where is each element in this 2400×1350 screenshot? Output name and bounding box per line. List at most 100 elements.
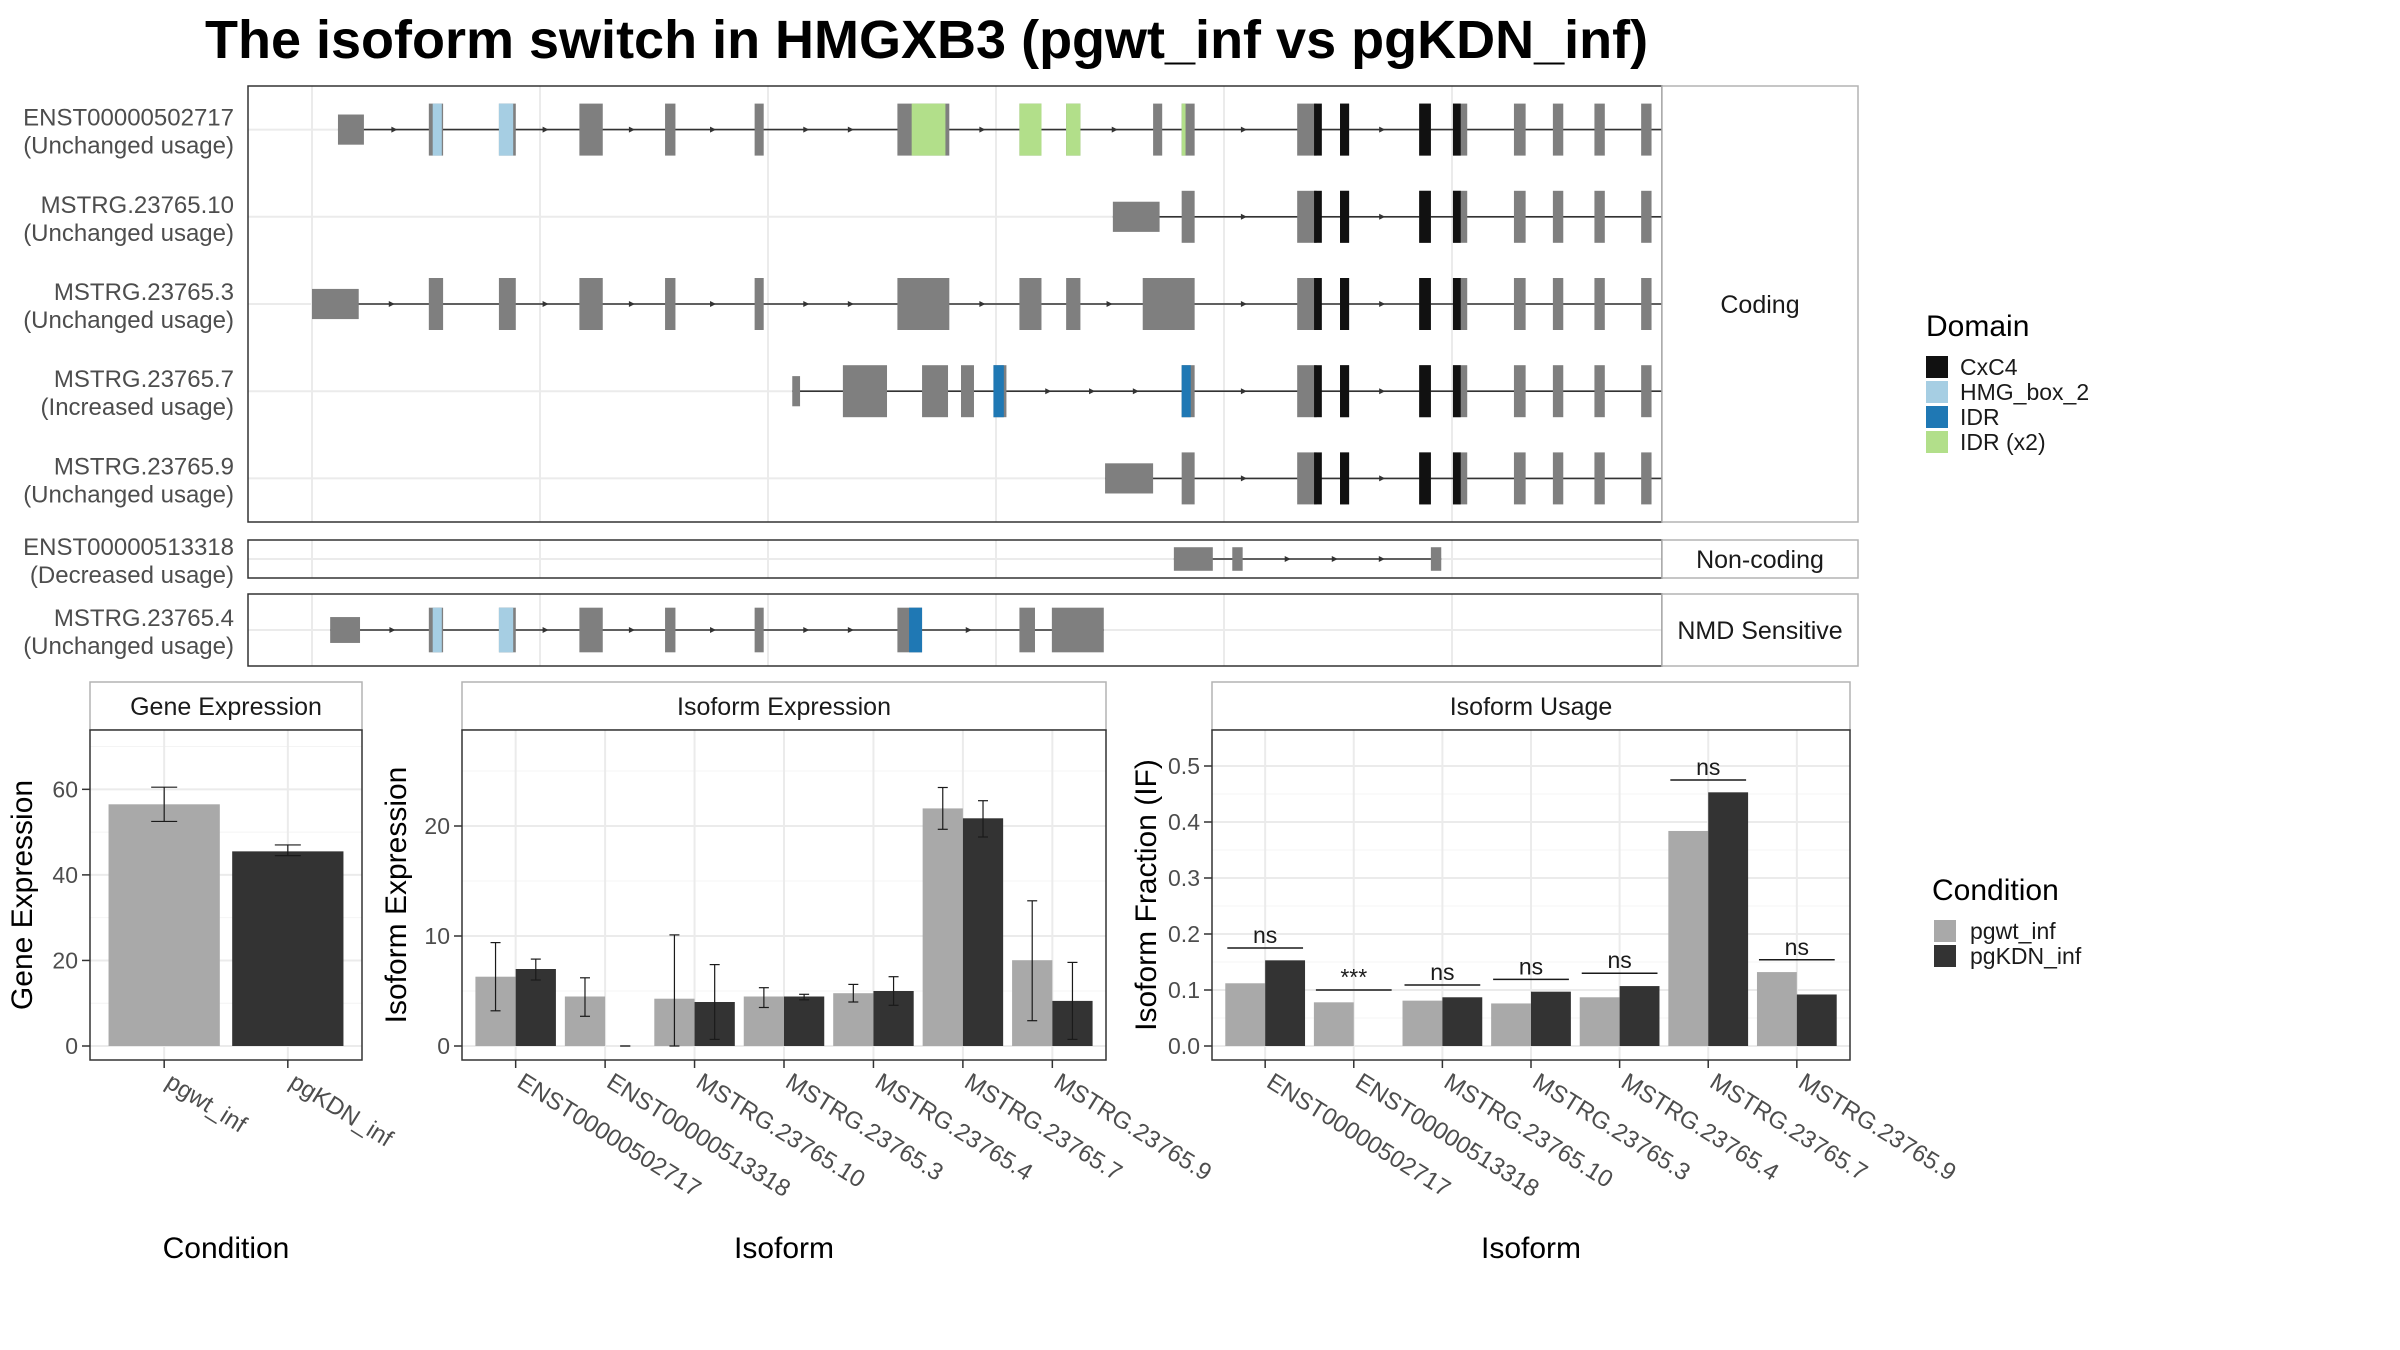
- intron-direction-arrow: [1379, 388, 1386, 395]
- bar-pgwt-inf: [1579, 997, 1620, 1046]
- exon-block: [579, 103, 603, 156]
- domain-cxc4: [1419, 103, 1431, 156]
- usage-label: (Unchanged usage): [23, 307, 234, 334]
- intron-direction-arrow: [388, 301, 395, 307]
- intron-direction-arrow: [710, 301, 717, 307]
- bar-pgwt-inf: [1225, 983, 1266, 1046]
- usage-label: (Unchanged usage): [23, 633, 234, 660]
- x-tick-label: MSTRG.23765.7: [1705, 1068, 1872, 1186]
- y-axis-title: Isoform Expression: [380, 767, 413, 1024]
- bar-pgkdn-inf: [962, 818, 1004, 1046]
- intron-direction-arrow: [1379, 301, 1386, 307]
- legend-label-pgkdn-inf: pgKDN_inf: [1970, 943, 2082, 969]
- usage-label: (Unchanged usage): [23, 220, 234, 247]
- legend-key-pgkdn-inf: [1934, 945, 1956, 967]
- bar-pgkdn-inf: [1442, 997, 1483, 1046]
- exon-block: [754, 103, 764, 156]
- intron-direction-arrow: [1240, 388, 1247, 395]
- x-axis-title: Isoform: [1481, 1232, 1581, 1265]
- exon-block: [330, 617, 361, 643]
- intron-direction-arrow: [628, 627, 635, 633]
- exon-block: [1105, 463, 1154, 494]
- domain-cxc4: [1452, 190, 1461, 243]
- domain-cxc4: [1452, 278, 1461, 330]
- exon-block: [1552, 365, 1564, 418]
- exon-block: [1552, 103, 1564, 156]
- exon-block: [792, 376, 801, 407]
- bar-pgkdn-inf: [1619, 986, 1660, 1046]
- exon-block: [1513, 103, 1526, 156]
- exon-block: [665, 278, 676, 330]
- group-strip-label: Coding: [1720, 291, 1799, 319]
- chart-panel-isoform-usage: Isoform Usage 0.0 0.1 0.2 0.3 0.4 0.5 ns *** ns ns…: [1130, 681, 1961, 1265]
- exon-block: [922, 365, 949, 418]
- bar-pgwt-inf: [1402, 1000, 1443, 1046]
- isoform-label: MSTRG.23765.4: [54, 605, 234, 632]
- domain-cxc4: [1340, 365, 1350, 418]
- intron-direction-arrow: [542, 301, 549, 307]
- domain-cxc4: [1419, 278, 1431, 330]
- y-tick-label: 0.3: [1168, 865, 1200, 891]
- intron-direction-arrow: [1240, 475, 1247, 482]
- exon-block: [1153, 103, 1163, 156]
- intron-direction-arrow: [710, 126, 717, 133]
- x-tick-label: MSTRG.23765.4: [870, 1068, 1037, 1186]
- intron-direction-arrow: [979, 126, 986, 133]
- bar-pgkdn-inf: [1796, 994, 1837, 1046]
- exon-block: [961, 365, 974, 418]
- significance-label: ns: [1253, 922, 1277, 948]
- isoform-label: ENST00000502717: [23, 105, 234, 132]
- exon-block: [1641, 365, 1652, 418]
- domain-legend-title: Domain: [1926, 310, 2029, 343]
- exon-block: [1552, 278, 1564, 330]
- intron-direction-arrow: [710, 627, 717, 633]
- legend-label-idr-x2: IDR (x2): [1960, 429, 2046, 455]
- intron-direction-arrow: [965, 627, 972, 633]
- bar-pgkdn-inf: [1265, 960, 1306, 1046]
- exon-block: [1641, 278, 1652, 330]
- exon-block: [754, 278, 764, 330]
- legend-label-pgwt-inf: pgwt_inf: [1970, 918, 2056, 944]
- isoform-label: MSTRG.23765.7: [54, 366, 234, 393]
- isoform-label: MSTRG.23765.9: [54, 453, 234, 480]
- exon-block: [1066, 278, 1081, 330]
- exon-block: [1297, 452, 1317, 505]
- exon-block: [1019, 607, 1035, 653]
- significance-label: ns: [1607, 947, 1631, 973]
- intron-direction-arrow: [1111, 126, 1118, 133]
- y-tick-label: 0.0: [1168, 1033, 1200, 1059]
- intron-direction-arrow: [847, 126, 854, 133]
- intron-direction-arrow: [803, 126, 810, 133]
- intron-direction-arrow: [1331, 556, 1338, 562]
- bar-pgkdn-inf: [784, 996, 825, 1046]
- domain-cxc4: [1340, 103, 1350, 156]
- intron-direction-arrow: [1240, 126, 1247, 133]
- exon-block: [1513, 452, 1526, 505]
- exon-block: [579, 607, 603, 653]
- y-tick-label: 0.4: [1168, 809, 1200, 835]
- domain-cxc4: [1419, 452, 1431, 505]
- intron-direction-arrow: [628, 126, 635, 133]
- legend-key-idr: [1926, 406, 1948, 428]
- exon-block: [1112, 201, 1160, 232]
- y-tick-label: 20: [52, 947, 78, 973]
- x-tick-label: MSTRG.23765.4: [1616, 1068, 1783, 1186]
- intron-direction-arrow: [803, 301, 810, 307]
- domain-idr-x2: [1181, 103, 1186, 156]
- domain-idr-x2: [911, 103, 946, 156]
- x-axis-title: Condition: [163, 1232, 290, 1265]
- exon-block: [1513, 190, 1526, 243]
- domain-cxc4: [1419, 365, 1431, 418]
- panel-border: [89, 729, 363, 1061]
- condition-legend-title: Condition: [1932, 874, 2059, 907]
- exon-block: [1513, 278, 1526, 330]
- significance-label: ns: [1696, 754, 1720, 780]
- y-tick-label: 60: [52, 776, 78, 802]
- legend-label-cxc4: CxC4: [1960, 354, 2018, 380]
- panel-strip-label: Gene Expression: [130, 693, 322, 721]
- domain-cxc4: [1419, 190, 1431, 243]
- exon-block: [1051, 607, 1104, 653]
- legend-key-pgwt-inf: [1934, 920, 1956, 942]
- exon-block: [1181, 190, 1195, 243]
